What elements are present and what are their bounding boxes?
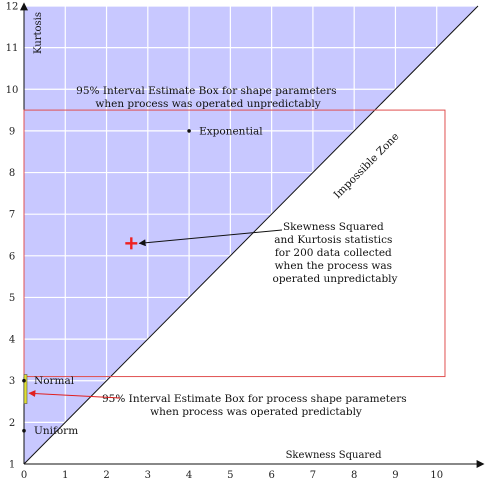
y-tick-label: 8 [9, 168, 15, 179]
x-axis-label: Skewness Squared [286, 450, 383, 461]
reference-point-label: Normal [34, 375, 75, 387]
x-tick-label: 7 [310, 470, 316, 481]
x-tick-label: 3 [145, 470, 151, 481]
unpredictable-box-title: 95% Interval Estimate Box for shape para… [76, 85, 340, 110]
y-tick-label: 3 [9, 376, 15, 387]
x-tick-label: 1 [62, 470, 68, 481]
x-tick-label: 0 [21, 470, 27, 481]
reference-point-marker [187, 129, 191, 133]
x-tick-label: 9 [392, 470, 398, 481]
y-tick-label: 2 [9, 418, 15, 429]
observed-point-note: Skewness Squared and Kurtosis statistics… [273, 221, 398, 285]
reference-point-label: Exponential [199, 125, 263, 137]
y-axis-label: Kurtosis [33, 12, 44, 54]
x-tick-label: 6 [268, 470, 274, 481]
predictable-box-arrow [28, 390, 121, 399]
y-tick-label: 7 [9, 210, 15, 221]
x-tick-label: 2 [103, 470, 109, 481]
y-tick-label: 11 [6, 43, 19, 54]
y-tick-label: 12 [6, 2, 19, 13]
observed-point-marker [125, 237, 138, 250]
x-tick-label: 10 [430, 470, 443, 481]
grid [24, 5, 478, 464]
reference-point-marker [22, 428, 26, 433]
x-tick-label: 8 [351, 470, 357, 481]
y-tick-label: 10 [6, 85, 19, 96]
x-tick-label: 4 [186, 470, 192, 481]
observed-point-arrow [138, 229, 283, 247]
y-tick-label: 9 [9, 126, 15, 137]
x-tick-label: 5 [227, 470, 233, 481]
predictable-box-note: 95% Interval Estimate Box for process sh… [102, 393, 410, 418]
reference-points: Exponential Normal Uniform [22, 125, 263, 437]
y-tick-label: 1 [9, 460, 15, 471]
y-tick-label: 5 [9, 293, 15, 304]
predictable-interval-box [23, 374, 28, 404]
reference-point-marker [22, 378, 26, 383]
y-tick-label: 6 [9, 251, 15, 262]
reference-point-label: Uniform [34, 425, 78, 437]
boundary-line [23, 5, 479, 465]
unpredictable-interval-box [23, 109, 446, 378]
y-tick-label: 4 [9, 335, 15, 346]
